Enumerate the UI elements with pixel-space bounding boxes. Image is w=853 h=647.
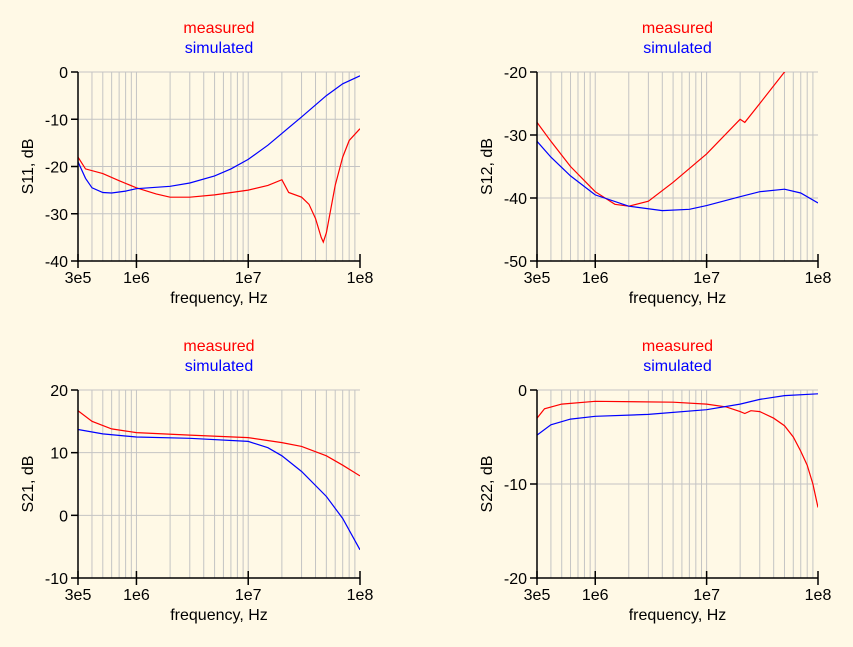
- x-tick-label: 1e7: [693, 270, 720, 287]
- y-tick-label: 0: [59, 508, 68, 525]
- legend-title-measured: measured: [642, 338, 713, 355]
- series-line-measured: [537, 72, 786, 207]
- y-tick-label: -40: [45, 254, 68, 271]
- y-tick-label: 10: [50, 446, 68, 463]
- x-tick-label: 1e6: [123, 270, 150, 287]
- y-axis-label: S12, dB: [479, 138, 496, 195]
- y-axis-label: S22, dB: [479, 456, 496, 513]
- legend-title-measured: measured: [642, 20, 713, 37]
- subplot-1: -40 -30 -20 -10 0 3e5 1e6 1e7 1e8 frequency, Hz S1…: [20, 20, 373, 307]
- legend-title-measured: measured: [183, 20, 254, 37]
- y-tick-label: -20: [45, 160, 68, 177]
- legend-title-simulated: simulated: [643, 40, 711, 57]
- subplot-3: -10 0 10 20 3e5 1e6 1e7 1e8 frequency, Hz S21, dB…: [20, 338, 373, 624]
- legend-title-measured: measured: [183, 338, 254, 355]
- x-tick-label: 1e8: [805, 270, 832, 287]
- legend-title-simulated: simulated: [185, 40, 253, 57]
- x-tick-label: 1e6: [582, 270, 609, 287]
- x-axis-label: frequency, Hz: [629, 607, 727, 624]
- series-line-simulated: [537, 393, 818, 436]
- y-tick-label: -20: [504, 65, 527, 82]
- y-axis-label: S11, dB: [20, 139, 37, 195]
- x-tick-label: 3e5: [524, 587, 551, 604]
- x-tick-label: 1e8: [347, 270, 374, 287]
- legend-title-simulated: simulated: [185, 358, 253, 375]
- y-tick-label: -40: [504, 191, 527, 208]
- y-tick-label: 0: [59, 65, 68, 82]
- x-axis-label: frequency, Hz: [170, 290, 268, 307]
- series-line-simulated: [78, 428, 360, 551]
- y-tick-label: -10: [45, 112, 68, 129]
- y-tick-label: -50: [504, 254, 527, 271]
- x-tick-label: 3e5: [65, 587, 92, 604]
- y-tick-label: 0: [518, 383, 527, 400]
- y-tick-label: 20: [50, 383, 68, 400]
- x-tick-label: 1e6: [582, 587, 609, 604]
- x-axis-label: frequency, Hz: [629, 290, 727, 307]
- y-tick-label: -30: [504, 128, 527, 145]
- x-tick-label: 1e7: [235, 587, 262, 604]
- x-tick-label: 1e6: [123, 587, 150, 604]
- y-tick-label: -10: [504, 477, 527, 494]
- y-axis-label: S21, dB: [20, 456, 37, 513]
- series-line-measured: [78, 410, 360, 477]
- x-tick-label: 1e7: [235, 270, 262, 287]
- x-tick-label: 1e8: [805, 587, 832, 604]
- series-line-measured: [78, 128, 360, 244]
- x-tick-label: 3e5: [524, 270, 551, 287]
- x-tick-label: 1e8: [347, 587, 374, 604]
- y-tick-label: -20: [504, 571, 527, 588]
- series-line-simulated: [78, 75, 360, 194]
- series-line-measured: [537, 400, 818, 508]
- y-tick-label: -10: [45, 571, 68, 588]
- legend-title-simulated: simulated: [643, 358, 711, 375]
- x-tick-label: 1e7: [693, 587, 720, 604]
- subplot-4: -20 -10 0 3e5 1e6 1e7 1e8 frequency, Hz S22, dB m…: [479, 338, 831, 624]
- y-tick-label: -30: [45, 207, 68, 224]
- subplot-2: -50 -40 -30 -20 3e5 1e6 1e7 1e8 frequency, Hz S12…: [479, 20, 831, 307]
- x-tick-label: 3e5: [65, 270, 92, 287]
- x-axis-label: frequency, Hz: [170, 607, 268, 624]
- series-line-simulated: [537, 140, 818, 212]
